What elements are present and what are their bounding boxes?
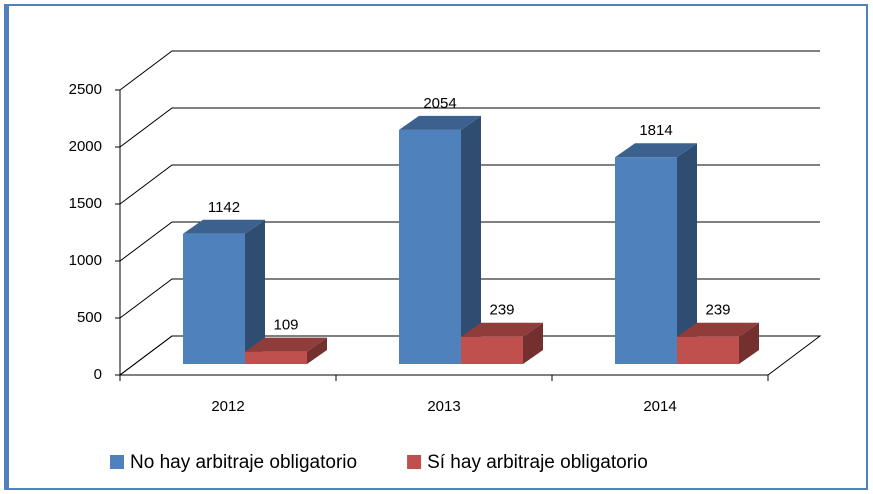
bar-top (245, 337, 327, 352)
bar-side (307, 337, 327, 364)
y-tick-label: 1000 (69, 252, 102, 269)
bar-top (183, 219, 265, 234)
data-label: 1814 (639, 122, 672, 139)
bar-side (739, 322, 759, 364)
bar-front (461, 336, 523, 364)
y-tick-label: 1500 (69, 195, 102, 212)
bar (399, 115, 481, 365)
y-tick-label: 2000 (69, 138, 102, 155)
y-tick-label: 2500 (69, 81, 102, 98)
bar (183, 219, 265, 364)
legend-swatch (110, 455, 124, 469)
data-label: 239 (489, 302, 514, 319)
grid-line (119, 107, 820, 148)
legend-label: Sí hay arbitraje obligatorio (427, 452, 648, 473)
grid-line (119, 221, 820, 262)
bar-front (677, 336, 739, 364)
bar-front (615, 157, 677, 364)
data-label: 109 (273, 317, 298, 334)
data-label: 239 (705, 302, 730, 319)
bar-front (183, 233, 245, 364)
bar-top (615, 143, 697, 158)
bar-front (245, 351, 307, 364)
bar (615, 143, 697, 364)
x-tick-label: 2014 (643, 398, 676, 415)
grid-line (119, 164, 820, 205)
bar (245, 337, 327, 364)
bar-top (677, 322, 759, 337)
bar (677, 322, 759, 364)
bar-top (399, 115, 481, 130)
bar-front (399, 129, 461, 364)
bar-side (677, 143, 697, 364)
grid-line (119, 335, 820, 376)
bar-side (461, 115, 481, 365)
bar-side (245, 219, 265, 364)
y-tick-label: 500 (77, 309, 102, 326)
y-tick-label: 0 (94, 366, 102, 383)
x-tick-label: 2012 (211, 398, 244, 415)
bar-side (523, 322, 543, 364)
data-label: 2054 (423, 95, 456, 112)
frame-edge (5, 5, 9, 489)
bar-top (461, 322, 543, 337)
legend-label: No hay arbitraje obligatorio (130, 452, 357, 473)
x-tick-label: 2013 (427, 398, 460, 415)
grid-line (119, 278, 820, 319)
grid-line (119, 50, 820, 91)
bar (461, 322, 543, 364)
legend-swatch (407, 455, 422, 469)
data-label: 1142 (208, 199, 240, 216)
